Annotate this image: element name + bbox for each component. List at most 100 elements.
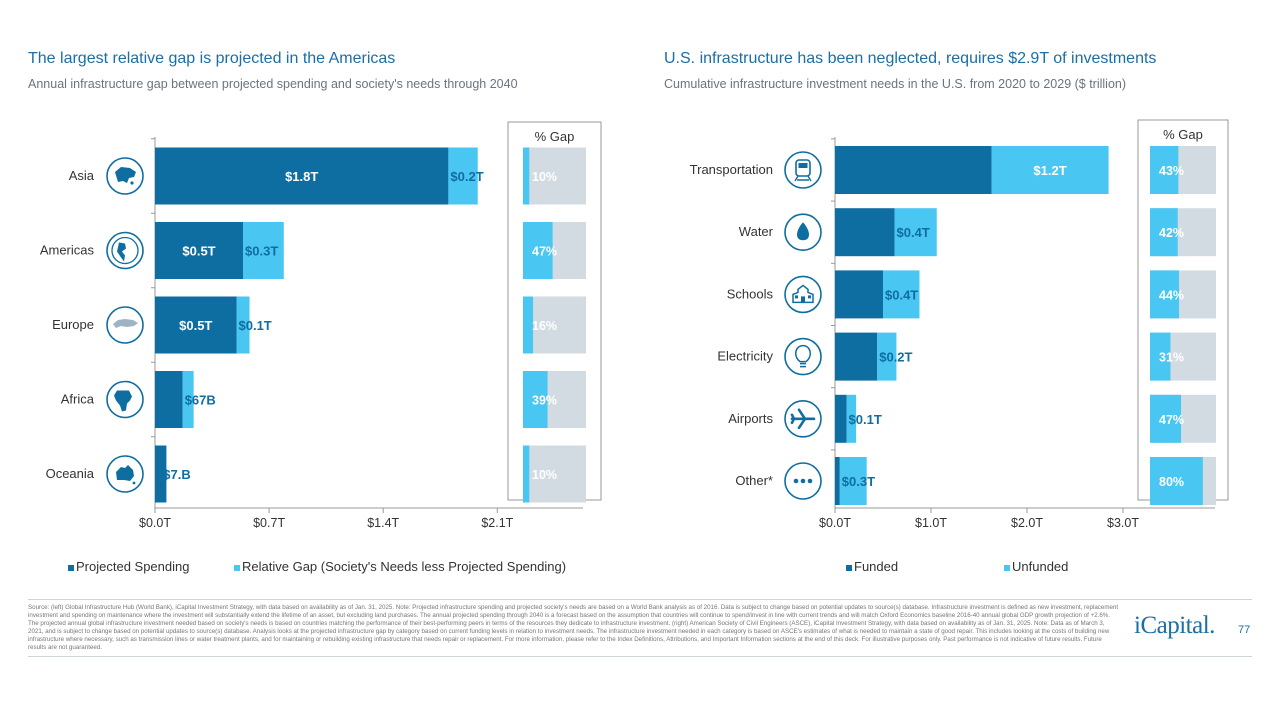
right-bar-unfunded — [846, 394, 857, 443]
left-pct-gap-track — [523, 147, 586, 205]
left-bar-projected — [155, 371, 183, 428]
right-pct-gap-fill — [1150, 146, 1179, 194]
left-pct-gap-label: 47% — [532, 245, 557, 259]
right-bar-funded — [835, 270, 883, 319]
lightbulb-icon-ring — [784, 337, 822, 376]
globe-americas-icon — [106, 231, 144, 270]
africa-map-icon — [106, 380, 144, 419]
right-bar-funded — [835, 457, 840, 505]
left-bar-projected — [155, 147, 449, 205]
left-pct-gap-label: 39% — [532, 394, 557, 408]
left-category-label: Asia — [69, 168, 95, 183]
asia-island — [130, 181, 134, 185]
train-icon-ring — [784, 151, 822, 189]
right-pct-gap-label: 80% — [1159, 475, 1184, 489]
left-data-label-series2: $67B — [185, 393, 216, 408]
right-chart-title: U.S. infrastructure has been neglected, … — [664, 50, 1157, 67]
train-window — [798, 163, 808, 168]
europe-map-icon — [106, 306, 144, 344]
left-x-tick-label: $2.1T — [481, 516, 513, 530]
right-bar-funded — [835, 394, 847, 443]
page-number: 77 — [1238, 624, 1251, 636]
australia-shape — [116, 465, 134, 481]
right-category-label: Electricity — [717, 349, 773, 364]
footer-bottom-divider — [28, 656, 1252, 657]
right-category-label: Schools — [727, 286, 774, 301]
left-bar-projected — [155, 296, 237, 354]
asia-map-icon — [106, 157, 144, 195]
left-data-label-series1: $1.8T — [285, 169, 318, 184]
left-data-label-series1: $7.B — [163, 467, 190, 482]
left-legend-swatch — [234, 565, 240, 571]
left-legend-label: Relative Gap (Society's Needs less Proje… — [242, 559, 566, 574]
school-door — [801, 296, 805, 303]
right-x-tick-label: $1.0T — [915, 516, 947, 530]
left-data-label-series2: $0.2T — [450, 169, 483, 184]
left-data-label-series1: $0.5T — [182, 244, 215, 259]
right-pct-gap-label: 43% — [1159, 164, 1184, 178]
right-bar-funded — [835, 146, 992, 194]
left-x-tick-label: $0.0T — [139, 516, 171, 530]
left-pct-gap-fill — [523, 445, 530, 503]
lightbulb-icon — [784, 337, 822, 376]
left-pct-gap-header: % Gap — [535, 129, 575, 144]
left-legend-swatch — [68, 565, 74, 571]
plane-shape — [790, 408, 816, 430]
right-data-label-series2: $0.2T — [879, 350, 912, 365]
right-x-tick-label: $0.0T — [819, 516, 851, 530]
americas-shape — [117, 242, 126, 262]
dot-3 — [807, 478, 813, 484]
left-x-tick-label: $0.7T — [253, 516, 285, 530]
train-body — [795, 159, 811, 177]
right-bar-unfunded — [883, 270, 920, 319]
right-data-label-series2: $0.4T — [885, 287, 918, 302]
nz-island — [132, 481, 136, 485]
right-pct-gap-label: 47% — [1159, 413, 1184, 427]
left-bar-gap — [182, 371, 194, 428]
left-pct-gap-track — [523, 445, 586, 503]
left-category-label: Africa — [61, 392, 95, 407]
bulb-base — [800, 362, 806, 368]
left-pct-gap-fill — [523, 371, 548, 428]
right-legend-label: Unfunded — [1012, 559, 1068, 574]
left-pct-gap-label: 16% — [532, 319, 557, 333]
right-pct-gap-fill — [1150, 208, 1178, 257]
dot-2 — [800, 478, 806, 484]
right-pct-gap-label: 31% — [1159, 351, 1184, 365]
train-icon — [784, 151, 822, 189]
left-category-label: Europe — [52, 317, 94, 332]
right-bar-unfunded — [991, 146, 1109, 194]
left-pct-gap-label: 10% — [532, 468, 557, 482]
right-x-tick-label: $2.0T — [1011, 516, 1043, 530]
source-footnote: Source: (left) Global Infrastructure Hub… — [28, 604, 1119, 651]
globe-outline — [111, 236, 139, 265]
right-category-label: Transportation — [690, 162, 773, 177]
bulb-glass — [795, 344, 811, 363]
left-legend-label: Projected Spending — [76, 559, 189, 574]
left-pct-gap-fill — [523, 222, 553, 279]
drop-shape — [797, 222, 809, 241]
school-window-right — [808, 295, 811, 299]
left-category-label: Americas — [40, 243, 95, 258]
asia-shape — [115, 167, 136, 183]
charts-canvas: $0.0T $0.7T $1.4T $2.1T % Gap Asia $1.8T $0.2T 1… — [40, 119, 1229, 574]
water-drop-icon — [784, 213, 822, 251]
school-icon — [784, 275, 822, 314]
right-chart-subtitle: Cumulative infrastructure investment nee… — [664, 77, 1127, 91]
right-bar-unfunded — [839, 457, 867, 505]
dot-1 — [793, 478, 799, 484]
right-pct-gap-fill — [1150, 394, 1182, 443]
right-bar-funded — [835, 332, 878, 381]
airplane-icon — [784, 399, 822, 438]
right-category-label: Other* — [735, 473, 773, 488]
train-tracks — [794, 175, 812, 182]
right-pct-gap-fill — [1150, 332, 1171, 381]
left-x-tick-label: $1.4T — [367, 516, 399, 530]
left-bar-projected — [155, 445, 167, 503]
left-bar-gap — [236, 296, 250, 354]
right-pct-gap-header: % Gap — [1163, 127, 1203, 142]
right-pct-gap-fill — [1150, 270, 1180, 319]
right-data-label-series2: $1.2T — [1033, 163, 1066, 178]
left-data-label-series2: $0.1T — [239, 318, 272, 333]
right-legend-swatch — [846, 565, 852, 571]
